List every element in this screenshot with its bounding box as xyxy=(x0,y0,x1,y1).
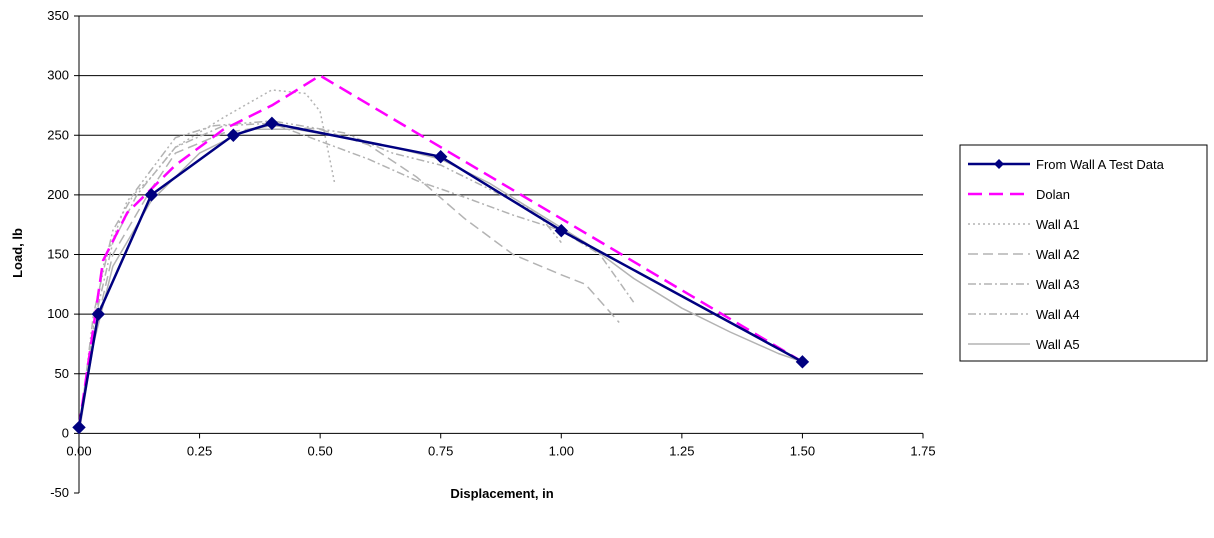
series-line-wall-a1 xyxy=(78,89,336,434)
series-line-dolan xyxy=(77,74,804,428)
series-line-wall-a4 xyxy=(78,120,562,434)
legend-item: Wall A3 xyxy=(968,277,1080,292)
legend-label: Dolan xyxy=(1036,187,1070,202)
series-line-wall-a5 xyxy=(78,128,803,434)
legend-label: Wall A5 xyxy=(1036,337,1080,352)
y-tick-label: 350 xyxy=(47,8,69,23)
data-point-marker xyxy=(434,150,448,164)
legend-label: Wall A4 xyxy=(1036,307,1080,322)
y-tick-label: 150 xyxy=(47,247,69,262)
legend-item: Wall A4 xyxy=(968,307,1080,322)
x-tick-label: 1.50 xyxy=(790,443,815,458)
data-point-marker xyxy=(144,188,159,202)
legend-label: Wall A2 xyxy=(1036,247,1080,262)
y-tick-label: 0 xyxy=(62,425,69,440)
legend-box xyxy=(959,144,1208,362)
data-point-marker xyxy=(72,420,86,435)
legend-item: Wall A5 xyxy=(968,337,1080,352)
legend-item: From Wall A Test Data xyxy=(968,157,1165,172)
legend-item: Wall A1 xyxy=(968,217,1080,232)
data-point-marker xyxy=(554,223,568,238)
y-tick-label: 300 xyxy=(47,68,69,83)
legend-item: Wall A2 xyxy=(968,247,1080,262)
data-point-marker xyxy=(91,307,105,321)
series-lines xyxy=(77,74,804,434)
legend-item: Dolan xyxy=(968,187,1070,202)
y-tick-label: -50 xyxy=(50,485,69,500)
x-axis-title: Displacement, in xyxy=(450,486,553,501)
x-tick-label: 1.00 xyxy=(549,443,574,458)
y-tick-label: 100 xyxy=(47,306,69,321)
tick-labels: -50 0 50 100 150 200 250 300 350 0.00 0.25 0.50 0.75… xyxy=(47,8,935,500)
legend-marker xyxy=(994,159,1004,169)
axes xyxy=(74,15,924,494)
y-tick-label: 200 xyxy=(47,187,69,202)
y-tick-label: 250 xyxy=(47,127,69,142)
data-point-marker xyxy=(795,355,810,369)
x-tick-label: 0.25 xyxy=(187,443,212,458)
data-markers xyxy=(72,116,810,435)
x-tick-label: 0.50 xyxy=(307,443,332,458)
x-tick-label: 0.75 xyxy=(428,443,453,458)
legend-items: From Wall A Test Data Dolan Wall A1 Wall A2… xyxy=(968,157,1165,352)
y-axis-title: Load, lb xyxy=(10,228,25,278)
legend: From Wall A Test Data Dolan Wall A1 Wall A2… xyxy=(959,144,1208,362)
legend-label: Wall A3 xyxy=(1036,277,1080,292)
series-line-from-wall-a-test-data xyxy=(77,122,803,428)
x-tick-label: 1.25 xyxy=(669,443,694,458)
data-point-marker xyxy=(226,128,241,142)
x-tick-label: 0.00 xyxy=(66,443,91,458)
legend-label: From Wall A Test Data xyxy=(1036,157,1165,172)
series-line-wall-a3 xyxy=(78,122,635,434)
series-line-wall-a2 xyxy=(78,124,620,434)
y-tick-label: 50 xyxy=(55,366,69,381)
legend-label: Wall A1 xyxy=(1036,217,1080,232)
x-tick-label: 1.75 xyxy=(910,443,935,458)
data-point-marker xyxy=(265,116,279,131)
